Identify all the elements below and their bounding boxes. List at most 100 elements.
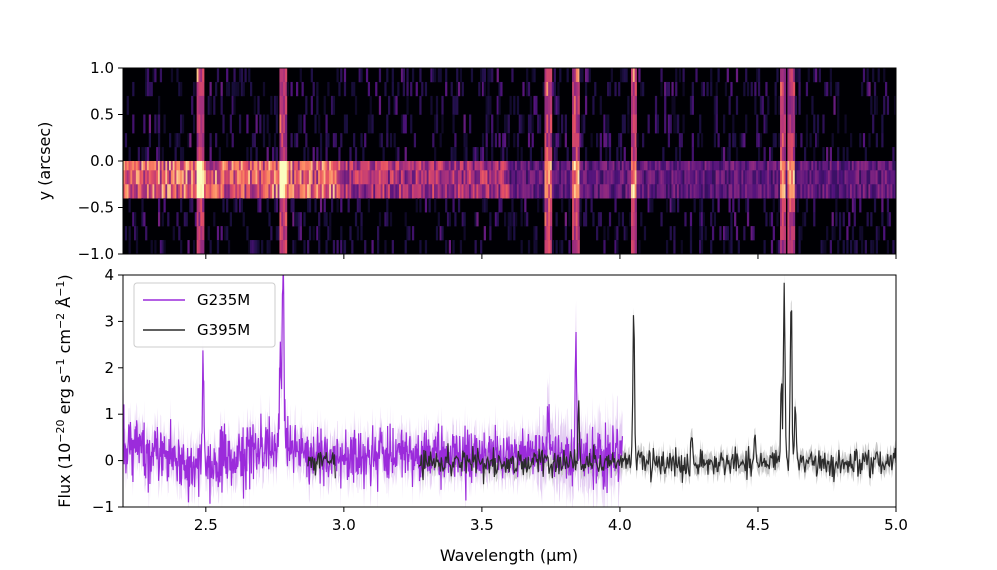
heatmap-cell	[469, 161, 472, 171]
heatmap-cell	[566, 170, 569, 185]
heatmap-cell	[461, 170, 464, 185]
heatmap-cell	[386, 114, 389, 134]
heatmap-cell	[369, 170, 372, 185]
heatmap-cell	[388, 161, 391, 171]
heatmap-cell	[618, 170, 621, 185]
heatmap-cell	[713, 212, 717, 227]
heatmap-cell	[619, 133, 623, 148]
heatmap-cell	[763, 147, 766, 162]
heatmap-cell	[421, 81, 424, 97]
heatmap-cell	[630, 161, 634, 171]
heatmap-cell	[721, 170, 724, 185]
heatmap-cell	[649, 161, 652, 171]
heatmap-cell	[881, 212, 884, 227]
heatmap-cell	[570, 170, 573, 185]
heatmap-cell	[526, 68, 529, 83]
heatmap-cell	[734, 133, 737, 148]
heatmap-cell	[634, 68, 637, 83]
heatmap-cell	[134, 212, 137, 227]
heatmap-cell	[548, 198, 551, 213]
heatmap-cell	[818, 161, 821, 171]
heatmap-cell	[316, 170, 319, 185]
heatmap-cell	[634, 240, 637, 255]
heatmap-cell	[478, 184, 481, 199]
top-y-tick-label: 1.0	[90, 59, 114, 77]
heatmap-cell	[316, 147, 319, 162]
heatmap-cell	[156, 184, 159, 199]
heatmap-cell	[691, 147, 694, 162]
heatmap-cell	[518, 114, 521, 134]
heatmap-cell	[485, 114, 488, 134]
heatmap-cell	[557, 81, 560, 97]
heatmap-cell	[717, 68, 720, 83]
heatmap-cell	[445, 198, 448, 213]
heatmap-cell	[231, 81, 234, 97]
heatmap-cell	[181, 170, 185, 185]
heatmap-cell	[675, 68, 678, 83]
heatmap-cell	[367, 81, 371, 97]
heatmap-cell	[330, 95, 334, 115]
heatmap-cell	[437, 170, 440, 185]
heatmap-cell	[691, 184, 694, 199]
heatmap-cell	[266, 114, 269, 134]
heatmap-cell	[667, 133, 671, 148]
heatmap-cell	[181, 147, 185, 162]
heatmap-cell	[515, 184, 518, 199]
heatmap-cell	[781, 240, 785, 255]
heatmap-cell	[410, 161, 413, 171]
heatmap-cell	[518, 170, 521, 185]
heatmap-cell	[513, 170, 516, 185]
heatmap-cell	[667, 184, 671, 199]
heatmap-cell	[192, 81, 196, 97]
heatmap-cell	[290, 133, 293, 148]
heatmap-cell	[605, 170, 608, 185]
heatmap-cell	[281, 170, 284, 185]
heatmap-cell	[588, 68, 591, 83]
heatmap-cell	[360, 68, 363, 83]
heatmap-cell	[382, 184, 385, 199]
heatmap-cell	[413, 161, 417, 171]
heatmap-cell	[465, 133, 468, 148]
heatmap-cell	[200, 133, 203, 148]
heatmap-cell	[353, 161, 356, 171]
heatmap-cell	[303, 161, 306, 171]
heatmap-cell	[198, 95, 201, 115]
heatmap-cell	[792, 147, 796, 162]
heatmap-cell	[816, 184, 820, 199]
heatmap-cell	[299, 184, 302, 199]
heatmap-cell	[678, 170, 682, 185]
heatmap-cell	[200, 147, 203, 162]
heatmap-cell	[888, 184, 891, 199]
heatmap-cell	[549, 198, 553, 213]
heatmap-cell	[489, 161, 492, 171]
heatmap-cell	[678, 161, 682, 171]
heatmap-cell	[391, 161, 394, 171]
heatmap-cell	[419, 95, 422, 115]
heatmap-cell	[284, 240, 288, 255]
heatmap-cell	[259, 170, 262, 185]
heatmap-cell	[682, 114, 685, 134]
heatmap-cell	[761, 161, 764, 171]
heatmap-cell	[384, 184, 387, 199]
heatmap-cell	[783, 170, 786, 185]
heatmap-cell	[732, 114, 735, 134]
heatmap-cell	[721, 147, 724, 162]
heatmap-cell	[507, 170, 510, 185]
heatmap-cell	[669, 226, 672, 241]
heatmap-cell	[316, 81, 319, 97]
heatmap-cell	[689, 161, 693, 171]
heatmap-cell	[566, 184, 569, 199]
heatmap-cell	[557, 114, 560, 134]
heatmap-cell	[520, 114, 523, 134]
heatmap-cell	[434, 170, 437, 185]
heatmap-cell	[294, 184, 297, 199]
heatmap-cell	[780, 95, 783, 115]
heatmap-cell	[174, 184, 177, 199]
heatmap-cell	[555, 240, 558, 255]
heatmap-cell	[284, 81, 288, 97]
heatmap-cell	[826, 226, 829, 241]
heatmap-cell	[540, 184, 544, 199]
heatmap-cell	[463, 133, 466, 148]
heatmap-cell	[284, 133, 288, 148]
heatmap-cell	[728, 147, 731, 162]
